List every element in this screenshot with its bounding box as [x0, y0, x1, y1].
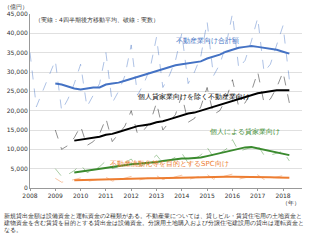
svg-text:0: 0: [24, 184, 28, 191]
svg-text:35,000: 35,000: [7, 49, 28, 56]
svg-text:25,000: 25,000: [7, 87, 28, 94]
svg-text:45,000: 45,000: [7, 10, 28, 17]
svg-text:不動産流動化等を目的とするSPC向け: 不動産流動化等を目的とするSPC向け: [110, 160, 229, 168]
html-text:新規貸出金額は設備資金と運転資金の2種類がある。不動産業につ: 新規貸出金額は設備資金と運転資金の2種類がある。不動産業については、貸しビル・賃…: [4, 212, 302, 219]
svg-text:30,000: 30,000: [7, 68, 28, 75]
svg-text:2010: 2010: [73, 192, 88, 199]
svg-text:5,000: 5,000: [11, 165, 28, 172]
svg-text:個人貸家業向けを除く不動産業向け: 個人貸家業向けを除く不動産業向け: [138, 93, 250, 101]
svg-text:（実線：4四半期後方移動平均、破線：実数）: （実線：4四半期後方移動平均、破線：実数）: [35, 16, 159, 24]
svg-text:2009: 2009: [48, 192, 63, 199]
svg-text:2018: 2018: [275, 192, 290, 199]
svg-text:2015: 2015: [199, 192, 214, 199]
svg-text:個人による貸家業向け: 個人による貸家業向け: [210, 128, 280, 136]
svg-text:2008: 2008: [22, 192, 37, 199]
svg-text:（年）: （年）: [282, 199, 300, 207]
svg-text:2014: 2014: [174, 192, 189, 199]
svg-text:2017: 2017: [250, 192, 265, 199]
svg-text:40,000: 40,000: [7, 29, 28, 36]
svg-text:（億円）: （億円）: [4, 3, 28, 11]
svg-text:2011: 2011: [98, 192, 113, 199]
svg-text:2016: 2016: [225, 192, 240, 199]
svg-text:15,000: 15,000: [7, 126, 28, 133]
svg-text:10,000: 10,000: [7, 145, 28, 152]
svg-text:2013: 2013: [149, 192, 164, 199]
svg-text:不動産業向け合計額: 不動産業向け合計額: [176, 37, 239, 45]
html-text:建物資金を含む賃貸を目的とする貸出金は設備資金。分譲用土地購: 建物資金を含む賃貸を目的とする貸出金は設備資金。分譲用土地購入および分譲住宅建設…: [4, 219, 304, 233]
svg-text:20,000: 20,000: [7, 107, 28, 114]
svg-text:2012: 2012: [124, 192, 139, 199]
